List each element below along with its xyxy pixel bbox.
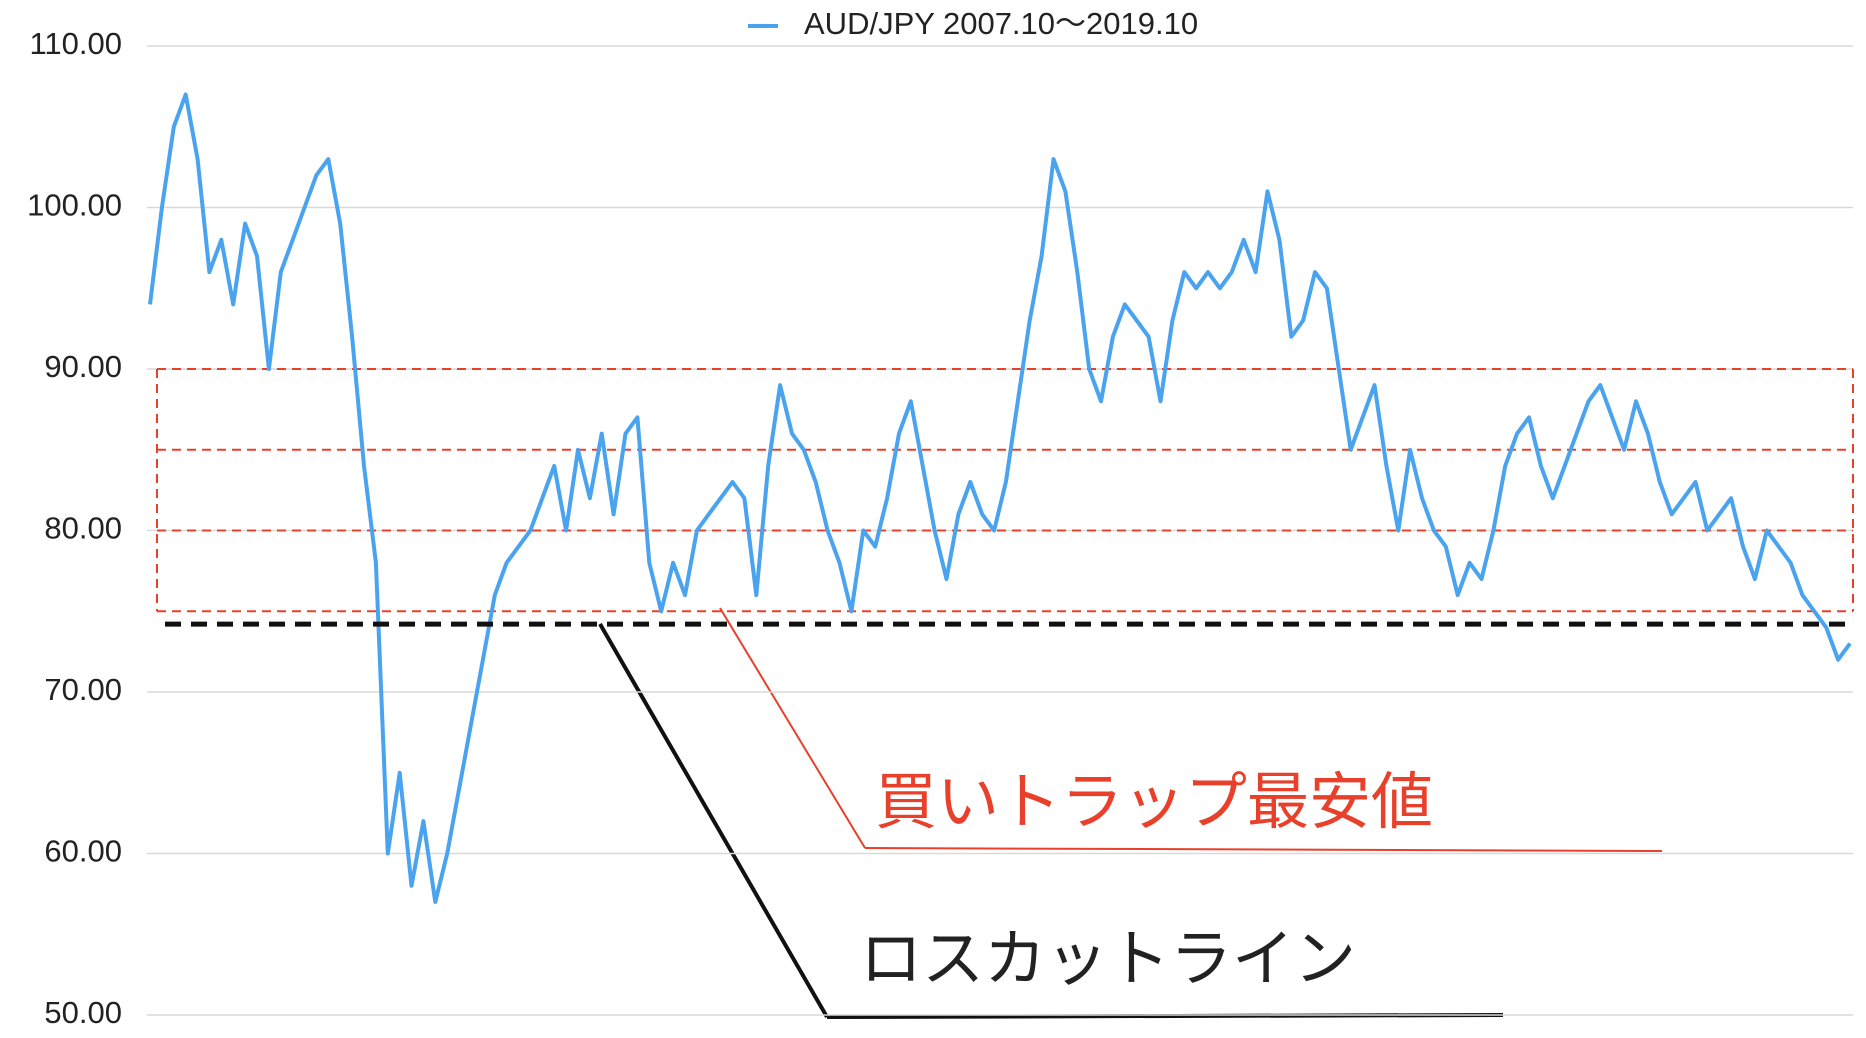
annotation: ロスカットライン xyxy=(860,922,1356,995)
series-line xyxy=(148,92,1852,904)
y-tick-label: 90.00 xyxy=(44,349,122,384)
y-tick-label: 70.00 xyxy=(44,672,122,707)
annotation-leader xyxy=(864,847,1663,852)
annotation-leader xyxy=(598,622,829,1019)
y-tick-label: 50.00 xyxy=(44,995,122,1030)
y-tick-label: 100.00 xyxy=(27,188,122,223)
legend-label: AUD/JPY 2007.10～2019.10 xyxy=(804,6,1198,41)
annotation: 買いトラップ最安値 xyxy=(875,765,1433,838)
annotation-leader xyxy=(719,607,866,849)
y-tick-label: 110.00 xyxy=(29,26,122,61)
y-tick-label: 80.00 xyxy=(44,511,122,546)
y-tick-label: 60.00 xyxy=(44,834,122,869)
